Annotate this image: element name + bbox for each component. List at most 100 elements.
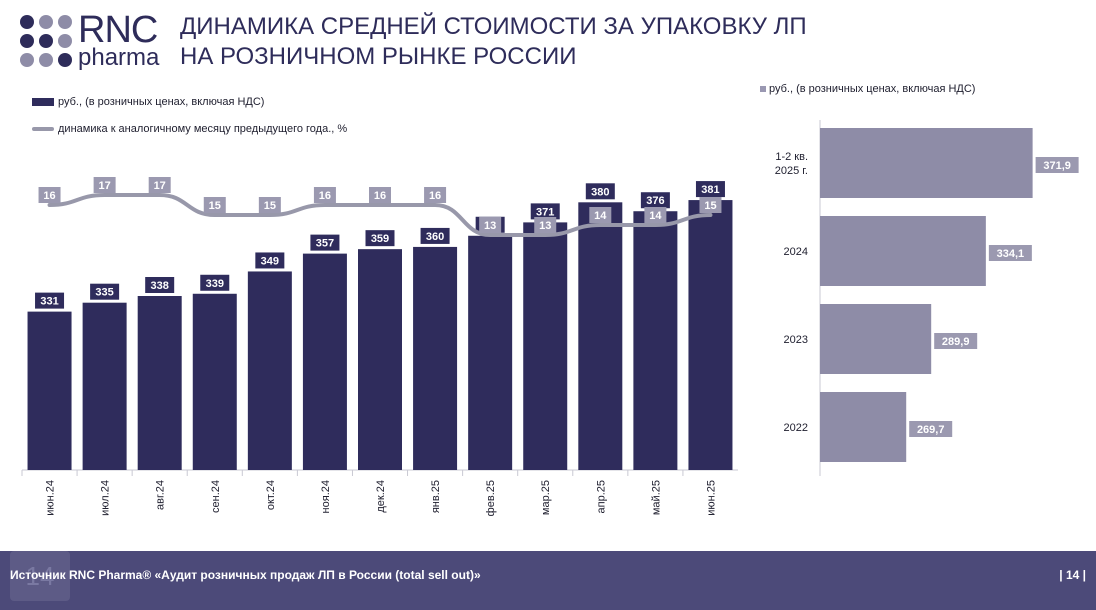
bar-label-мар.25: 371 — [530, 203, 560, 220]
bar-label-апр.25: 380 — [585, 183, 615, 200]
hbar-category-0: 2025 г. — [775, 165, 808, 177]
line-label-фев.25-bg — [479, 217, 502, 233]
line-label-июн.25-text: 15 — [704, 200, 716, 212]
hbar-category-2: 2023 — [784, 334, 808, 346]
bar-сен.24 — [192, 293, 237, 470]
hbar-3 — [820, 392, 907, 462]
bar-июн.25 — [688, 200, 733, 471]
bar-label-окт.24-text: 349 — [261, 255, 279, 267]
hbar-label-2-bg — [934, 333, 978, 349]
line-label-ноя.24-bg — [313, 187, 336, 203]
bar-фев.25 — [468, 235, 513, 470]
line-label-окт.24-text: 15 — [264, 200, 276, 212]
line-label-сен.24: 15 — [203, 197, 226, 213]
bar-label-авг.24: 338 — [145, 277, 175, 293]
bar-label-авг.24-text: 338 — [151, 280, 169, 292]
footer-page-badge: 14 — [10, 551, 70, 601]
page-title: ДИНАМИКА СРЕДНЕЙ СТОИМОСТИ ЗА УПАКОВКУ Л… — [180, 12, 807, 72]
line-label-авг.24-text: 17 — [154, 180, 166, 192]
hbar-label-1: 334,1 — [988, 245, 1032, 261]
bar-label-окт.24: 349 — [255, 252, 285, 269]
bar-label-ноя.24: 357 — [310, 234, 340, 251]
legend-line-swatch — [32, 127, 54, 132]
line-label-июн.24: 16 — [38, 187, 61, 203]
hbar-label-0-text: 371,9 — [1043, 160, 1071, 172]
bar-label-июн.24-bg — [35, 292, 65, 309]
x-tick-label-июл.24: июл.24 — [100, 480, 112, 516]
line-label-июл.24-text: 17 — [98, 180, 110, 192]
line-label-дек.24-text: 16 — [374, 190, 386, 202]
bar-label-май.25-text: 376 — [646, 195, 664, 207]
bar-апр.25 — [578, 202, 623, 471]
hbar-label-0: 371,9 — [1035, 157, 1079, 173]
legend-right-label: руб., (в розничных ценах, включая НДС) — [769, 83, 976, 95]
line-label-июл.24: 17 — [93, 177, 116, 193]
hbar-category-3: 2022 — [784, 422, 808, 434]
bar-label-апр.25-text: 380 — [591, 186, 609, 198]
hbar-label-1-bg — [988, 245, 1032, 261]
bar-label-июн.25: 381 — [695, 181, 725, 198]
line-label-сен.24-text: 15 — [209, 200, 221, 212]
bar-май.25 — [633, 211, 678, 470]
bar-label-апр.25-bg — [585, 183, 615, 200]
x-tick-label-сен.24: сен.24 — [210, 480, 222, 513]
logo-dots-icon — [20, 15, 74, 69]
bar-label-июн.24: 331 — [35, 292, 65, 309]
title-line-1: ДИНАМИКА СРЕДНЕЙ СТОИМОСТИ ЗА УПАКОВКУ Л… — [180, 13, 807, 40]
hbar-1 — [820, 216, 986, 286]
hbar-label-2: 289,9 — [934, 333, 978, 349]
bar-июн.24 — [27, 311, 72, 470]
bar-label-сен.24-bg — [200, 274, 230, 291]
hbar-category-0: 1-2 кв. — [775, 151, 808, 163]
hbar-label-3-text: 269,7 — [917, 424, 945, 436]
legend-line-label: динамика к аналогичному месяцу предыдуще… — [58, 123, 348, 135]
x-tick-label-май.25: май.25 — [650, 480, 662, 515]
footer-source: Источник RNC Pharma® «Аудит розничных пр… — [10, 568, 481, 582]
yearly-price-chart: 371,9 1-2 кв. 2025 г. 334,1 2024 289,9 2023 269… — [775, 120, 1079, 476]
x-tick-label-янв.25: янв.25 — [430, 480, 442, 513]
hbar-category-1: 2024 — [784, 246, 808, 258]
logo-brand: RNC — [78, 9, 158, 51]
bar-label-сен.24: 339 — [200, 274, 230, 291]
legend-right-swatch — [760, 86, 766, 93]
x-tick-label-мар.25: мар.25 — [540, 480, 552, 515]
bar-label-июл.24: 335 — [90, 283, 120, 300]
title-line-2: НА РОЗНИЧНОМ РЫНКЕ РОССИИ — [180, 43, 577, 70]
line-label-май.25: 14 — [644, 207, 667, 223]
line-label-июн.25: 15 — [699, 197, 722, 213]
bar-label-май.25-bg — [640, 192, 670, 209]
bar-label-янв.25-text: 360 — [426, 231, 444, 243]
bar-label-ноя.24-bg — [310, 234, 340, 251]
bar-label-дек.24-bg — [365, 230, 395, 247]
logo-sub: pharma — [78, 44, 160, 71]
bar-label-мар.25-bg — [530, 203, 560, 220]
line-label-мар.25: 13 — [534, 217, 557, 233]
bar-янв.25 — [413, 246, 458, 470]
x-tick-label-окт.24: окт.24 — [265, 480, 277, 510]
line-label-авг.24: 17 — [148, 177, 171, 193]
footer-page-number: | 14 | — [1059, 568, 1086, 582]
bar-label-июн.25-bg — [695, 181, 725, 198]
bar-label-янв.25: 360 — [420, 227, 450, 244]
x-tick-label-дек.24: дек.24 — [375, 480, 387, 513]
x-tick-label-июн.25: июн.25 — [705, 480, 717, 516]
legend-bars-label: руб., (в розничных ценах, включая НДС) — [58, 96, 265, 108]
hbar-label-3: 269,7 — [909, 421, 953, 437]
bar-label-июл.24-text: 335 — [95, 287, 113, 299]
x-tick-label-июн.24: июн.24 — [45, 480, 57, 516]
hbar-label-1-text: 334,1 — [997, 248, 1025, 260]
bar-окт.24 — [247, 271, 292, 470]
line-label-авг.24-bg — [148, 177, 171, 193]
hbar-0 — [820, 128, 1033, 198]
line-label-июн.24-text: 16 — [43, 190, 55, 202]
bar-июл.24 — [82, 302, 127, 470]
bar-label-мар.25-text: 371 — [536, 206, 554, 218]
hbar-label-3-bg — [909, 421, 953, 437]
legend-bar-swatch — [32, 98, 54, 107]
line-label-фев.25: 13 — [479, 217, 502, 233]
footer-bar: 14 Источник RNC Pharma® «Аудит розничных… — [0, 551, 1096, 610]
bar-label-окт.24-bg — [255, 252, 285, 269]
line-label-май.25-bg — [644, 207, 667, 223]
x-tick-label-фев.25: фев.25 — [485, 480, 497, 516]
rnc-pharma-logo: RNC pharma — [20, 9, 170, 71]
